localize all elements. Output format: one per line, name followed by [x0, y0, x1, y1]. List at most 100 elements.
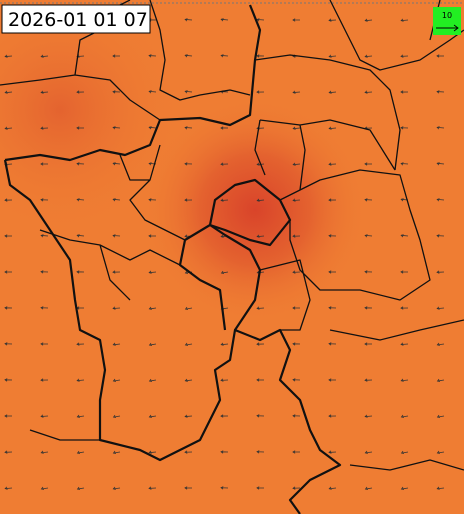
wind-arrow [4, 54, 13, 58]
wind-arrow [184, 450, 193, 454]
wind-arrow [292, 450, 301, 454]
wind-arrow [256, 450, 265, 454]
wind-arrow [184, 378, 193, 382]
wind-arrow [436, 90, 445, 94]
wind-arrow [256, 198, 265, 202]
wind-arrow [148, 486, 157, 490]
wind-legend-label: 10 [442, 11, 452, 20]
timestamp: 2026-01 01 07 [8, 9, 148, 31]
wind-arrow [292, 306, 301, 310]
wind-arrow [76, 126, 85, 130]
wind-arrow [328, 162, 337, 166]
wind-arrow [40, 450, 49, 454]
wind-arrow [40, 234, 49, 238]
wind-arrow [292, 126, 301, 130]
wind-arrow [400, 270, 409, 274]
wind-arrow [4, 486, 13, 490]
wind-arrow [40, 378, 49, 382]
wind-arrow [112, 414, 121, 418]
wind-arrow [436, 162, 445, 166]
wind-arrow [40, 306, 49, 310]
wind-arrow [76, 198, 85, 202]
wind-arrow [328, 270, 337, 274]
wind-arrow [328, 450, 337, 454]
wind-arrow [292, 90, 301, 94]
wind-arrow [4, 270, 13, 274]
wind-arrow [112, 450, 121, 454]
wind-arrow [76, 342, 85, 346]
wind-arrow [256, 90, 265, 94]
wind-arrow [400, 450, 409, 454]
wind-arrow [328, 306, 337, 310]
wind-arrow [76, 378, 85, 382]
wind-arrow [40, 162, 49, 166]
wind-arrow [364, 18, 373, 22]
wind-arrow [292, 234, 301, 238]
wind-arrow [364, 486, 373, 490]
wind-arrow [40, 270, 49, 274]
wind-arrow [328, 18, 337, 22]
wind-arrow [112, 342, 121, 346]
boundary [208, 178, 292, 247]
wind-arrow [40, 54, 49, 58]
wind-arrow [76, 414, 85, 418]
wind-arrow [328, 378, 337, 382]
wind-arrow [76, 162, 85, 166]
wind-arrow [436, 198, 445, 202]
wind-arrow [220, 414, 229, 418]
wind-arrow [256, 486, 265, 490]
wind-arrow [400, 486, 409, 490]
wind-arrow [256, 306, 265, 310]
wind-arrow [292, 162, 301, 166]
wind-arrow [328, 90, 337, 94]
wind-arrow [364, 270, 373, 274]
wind-arrow [292, 378, 301, 382]
wind-arrow [256, 234, 265, 238]
wind-arrow [364, 342, 373, 346]
wind-arrow [400, 342, 409, 346]
wind-arrow [112, 378, 121, 382]
wind-arrow [148, 90, 157, 94]
wind-arrow [436, 414, 445, 418]
wind-arrow [112, 126, 121, 130]
wind-arrow [76, 450, 85, 454]
wind-arrow [328, 234, 337, 238]
wind-arrow [4, 90, 13, 94]
wind-arrow [292, 270, 301, 274]
wind-arrow [184, 306, 193, 310]
wind-arrow [148, 450, 157, 454]
wind-arrow [40, 90, 49, 94]
wind-arrow [364, 378, 373, 382]
boundary [178, 223, 262, 331]
wind-arrow [220, 54, 229, 58]
wind-arrow [364, 90, 373, 94]
wind-arrow [400, 414, 409, 418]
wind-arrow [184, 198, 193, 202]
wind-arrow [292, 486, 301, 490]
wind-arrow [436, 486, 445, 490]
wind-arrow [4, 378, 13, 382]
wind-legend-arrow [436, 24, 459, 32]
wind-arrow [256, 414, 265, 418]
wind-arrow [436, 378, 445, 382]
wind-arrow [436, 450, 445, 454]
wind-arrow [220, 162, 229, 166]
wind-arrow [436, 54, 445, 58]
wind-arrow [364, 414, 373, 418]
wind-arrow [400, 90, 409, 94]
wind-arrow [184, 18, 193, 22]
wind-arrow [364, 450, 373, 454]
wind-arrow [4, 234, 13, 238]
wind-arrow [148, 306, 157, 310]
wind-arrow [184, 126, 193, 130]
wind-arrow [400, 378, 409, 382]
wind-arrow [112, 198, 121, 202]
wind-arrow [364, 306, 373, 310]
wind-arrow [76, 90, 85, 94]
wind-arrow [400, 54, 409, 58]
wind-arrow [328, 54, 337, 58]
wind-arrow [184, 54, 193, 58]
wind-arrow [220, 198, 229, 202]
